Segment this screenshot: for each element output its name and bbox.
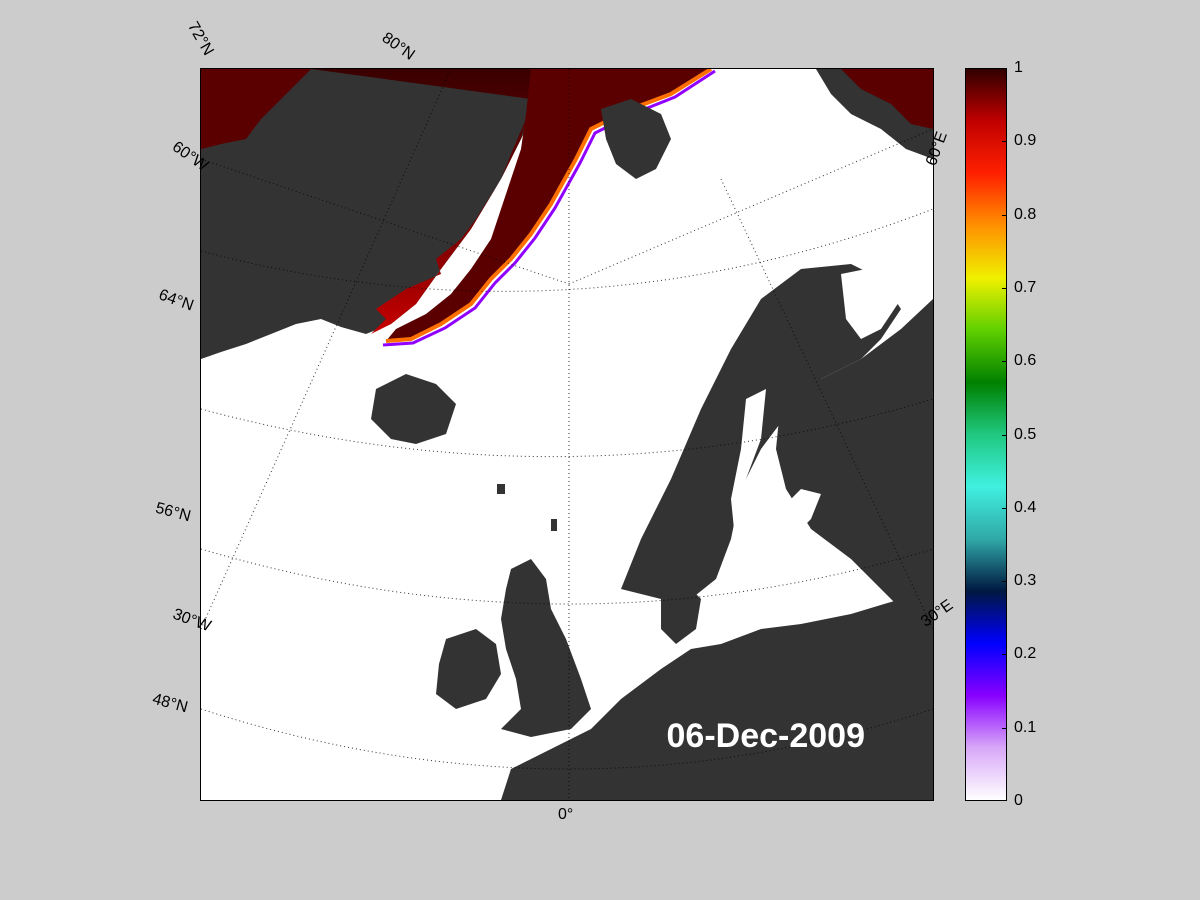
colorbar-tick-label: 0.7 bbox=[1014, 278, 1037, 296]
lon-label-0: 0° bbox=[558, 806, 574, 823]
colorbar-tick-label: 1 bbox=[1014, 59, 1023, 76]
colorbar-tick-label: 0.1 bbox=[1014, 718, 1037, 736]
denmark-land bbox=[661, 579, 701, 644]
faroe-land bbox=[497, 484, 505, 494]
great-britain-land bbox=[501, 559, 591, 737]
baltic-sea bbox=[731, 389, 821, 624]
colorbar-tick-mark bbox=[1002, 434, 1007, 436]
lat-label-64n: 64°N bbox=[156, 286, 196, 315]
colorbar-tick-label: 0.9 bbox=[1014, 132, 1037, 150]
europe-land bbox=[501, 589, 933, 800]
colorbar-tick-mark bbox=[1002, 654, 1007, 656]
colorbar-tick-mark bbox=[1002, 507, 1007, 509]
colorbar-tick-label: 0.4 bbox=[1014, 498, 1037, 516]
colorbar-tick-label: 0.5 bbox=[1014, 425, 1037, 443]
sea-ice-west bbox=[201, 69, 311, 149]
colorbar-tick-mark bbox=[1002, 287, 1007, 289]
white-sea bbox=[841, 264, 901, 339]
colorbar-tick-mark bbox=[1002, 361, 1007, 363]
lat-label-56n: 56°N bbox=[153, 499, 193, 526]
graticule bbox=[201, 69, 933, 800]
colorbar-tick-label: 0.8 bbox=[1014, 205, 1037, 223]
colorbar-tick-label: 0.6 bbox=[1014, 352, 1037, 370]
colorbar-tick-mark bbox=[1002, 214, 1007, 216]
colorbar-tick-label: 0 bbox=[1014, 792, 1023, 809]
colorbar bbox=[965, 68, 1007, 801]
sea-ice-kara bbox=[841, 69, 933, 129]
map-panel: 06-Dec-2009 bbox=[200, 68, 934, 801]
lat-label-48n: 48°N bbox=[150, 690, 190, 717]
greenland-land bbox=[201, 69, 541, 359]
colorbar-tick-label: 0.2 bbox=[1014, 645, 1037, 663]
colorbar-tick-mark bbox=[1002, 800, 1007, 801]
svalbard-land bbox=[601, 99, 671, 179]
lat-label-80n: 80°N bbox=[378, 29, 418, 64]
colorbar-tick-mark bbox=[1002, 727, 1007, 729]
date-label: 06-Dec-2009 bbox=[666, 717, 865, 755]
colorbar-tick-mark bbox=[1002, 141, 1007, 143]
finland-russia-land bbox=[776, 299, 933, 629]
colorbar-tick-label: 0.3 bbox=[1014, 572, 1037, 590]
shetland-land bbox=[551, 519, 557, 531]
ireland-land bbox=[436, 629, 501, 709]
sea-ice-map bbox=[201, 69, 933, 800]
colorbar-tick-mark bbox=[1002, 68, 1007, 69]
colorbar-tick-mark bbox=[1002, 581, 1007, 583]
lat-label-72n: 72°N bbox=[184, 19, 217, 59]
iceland-land bbox=[371, 374, 456, 444]
